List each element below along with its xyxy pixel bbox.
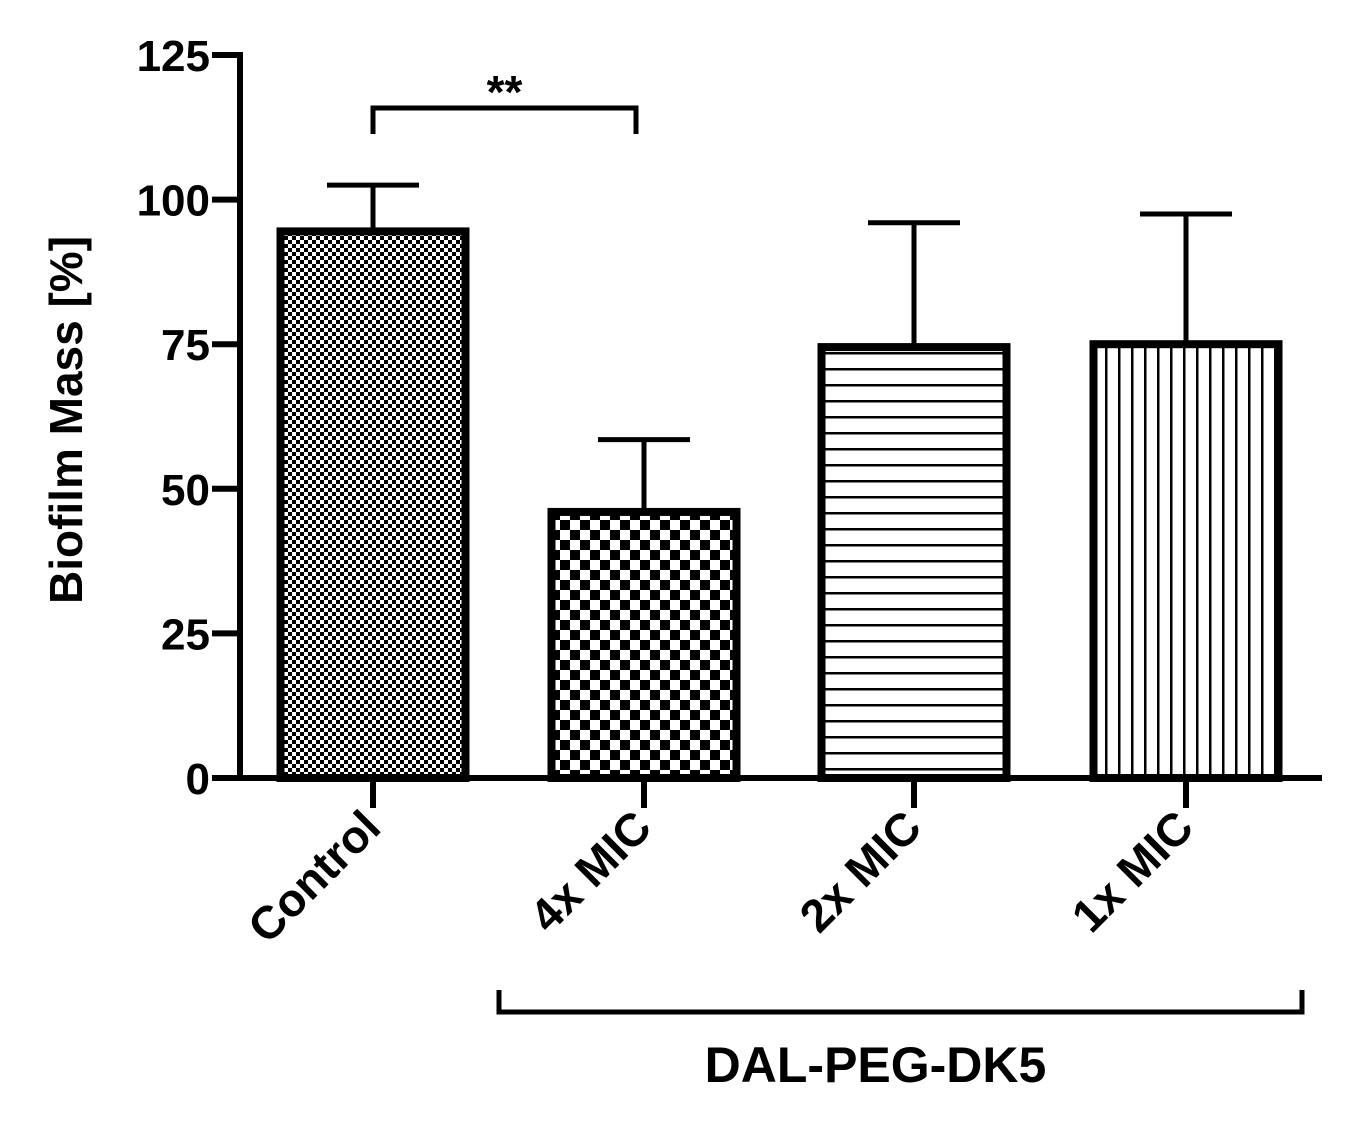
y-tick-label-0: 0 xyxy=(186,755,210,804)
axes xyxy=(237,52,1322,781)
y-axis-label: Biofilm Mass [%] xyxy=(40,236,92,604)
bar-3 xyxy=(817,343,1011,782)
bar-2 xyxy=(547,507,741,782)
x-tick-label-1: Control xyxy=(238,800,390,952)
group-bracket xyxy=(496,990,1305,1015)
x-tick-label-3: 2x MIC xyxy=(789,800,931,942)
bar-1 xyxy=(276,227,470,783)
significance-bracket xyxy=(370,105,639,134)
y-tick-label-75: 75 xyxy=(161,321,210,370)
bars xyxy=(276,227,1283,783)
significance-label: ** xyxy=(487,66,523,118)
y-tick-label-100: 100 xyxy=(137,177,210,226)
y-tick-label-125: 125 xyxy=(137,32,210,81)
x-tick-labels: Control 4x MIC 2x MIC 1x MIC xyxy=(238,778,1203,953)
bar-4 xyxy=(1089,340,1283,782)
error-bars xyxy=(327,182,1232,512)
x-tick-label-4: 1x MIC xyxy=(1061,800,1203,942)
y-tick-label-25: 25 xyxy=(161,610,210,659)
group-label: DAL-PEG-DK5 xyxy=(705,1037,1047,1093)
y-ticks: 0 25 50 75 100 125 xyxy=(137,32,240,804)
x-tick-label-2: 4x MIC xyxy=(519,800,661,942)
annotations: DAL-PEG-DK5 ** xyxy=(370,66,1305,1093)
y-tick-label-50: 50 xyxy=(161,466,210,515)
